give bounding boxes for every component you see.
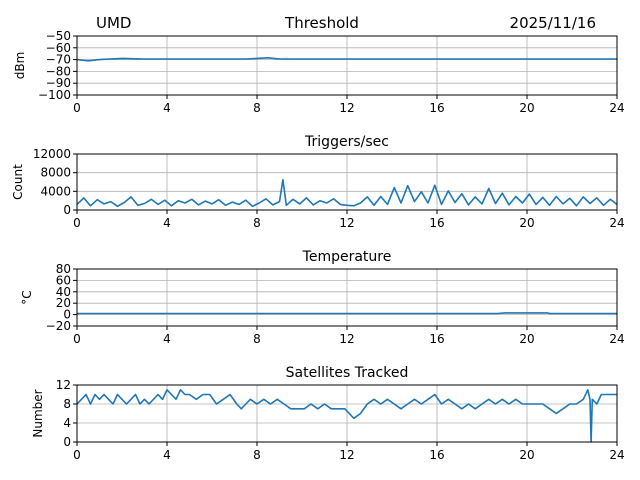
temperature-xtick-label-4: 16	[429, 332, 444, 346]
header-metric: Threshold	[284, 14, 359, 32]
satellites-xtick-label-3: 12	[339, 448, 354, 462]
satellites-ytick-label-3: 12	[56, 378, 71, 392]
satellites-xtick-label-2: 8	[253, 448, 261, 462]
triggers-xtick-label-0: 0	[73, 216, 81, 230]
triggers-ytick-label-2: 8000	[40, 166, 71, 180]
triggers-panel: 0 4 8 12 16 20 24 0 4000 8000 12000 Triggers/sec Cou…	[11, 134, 625, 230]
temperature-series-line-0	[77, 312, 617, 315]
threshold-xtick-label-4: 16	[429, 101, 444, 115]
triggers-xtick-label-5: 20	[519, 216, 534, 230]
triggers-ytick-label-0: 0	[63, 203, 71, 217]
threshold-ytick-label-2: −80	[46, 64, 71, 78]
satellites-xtick-label-1: 4	[163, 448, 171, 462]
temperature-ytick-label-0: −20	[46, 319, 71, 333]
threshold-ytick-label-1: −90	[46, 76, 71, 90]
temperature-xtick-label-6: 24	[609, 332, 624, 346]
temperature-xtick-label-2: 8	[253, 332, 261, 346]
triggers-xtick-label-6: 24	[609, 216, 624, 230]
triggers-ylabel: Count	[11, 164, 25, 200]
threshold-panel: 0 4 8 12 16 20 24 −100−90−80−70−60−50 dBm	[13, 29, 625, 115]
satellites-xtick-label-0: 0	[73, 448, 81, 462]
header-station: UMD	[96, 14, 131, 32]
threshold-ytick-label-3: −70	[46, 53, 71, 67]
threshold-xtick-label-2: 8	[253, 101, 261, 115]
threshold-xtick-label-6: 24	[609, 101, 624, 115]
triggers-ytick-label-3: 12000	[33, 147, 71, 161]
satellites-ytick-label-0: 0	[63, 435, 71, 449]
triggers-ytick-label-1: 4000	[40, 184, 71, 198]
threshold-ytick-label-4: −60	[46, 41, 71, 55]
temperature-ylabel: °C	[20, 290, 34, 304]
threshold-xtick-label-3: 12	[339, 101, 354, 115]
threshold-xtick-label-1: 4	[163, 101, 171, 115]
temperature-ytick-label-1: 0	[63, 308, 71, 322]
triggers-xtick-label-1: 4	[163, 216, 171, 230]
temperature-ytick-label-3: 40	[56, 285, 71, 299]
temperature-xtick-label-0: 0	[73, 332, 81, 346]
temperature-ytick-label-2: 20	[56, 296, 71, 310]
header-date: 2025/11/16	[510, 14, 596, 32]
satellites-series-line-0	[76, 388, 617, 443]
triggers-xtick-label-4: 16	[429, 216, 444, 230]
triggers-xtick-label-3: 12	[339, 216, 354, 230]
triggers-xtick-label-2: 8	[253, 216, 261, 230]
threshold-ytick-label-0: −100	[38, 88, 71, 102]
threshold-series-line-0	[76, 56, 617, 62]
threshold-xtick-label-0: 0	[73, 101, 81, 115]
temperature-xtick-label-3: 12	[339, 332, 354, 346]
temperature-ytick-label-4: 60	[56, 273, 71, 287]
satellites-xtick-label-4: 16	[429, 448, 444, 462]
temperature-ytick-label-5: 80	[56, 262, 71, 276]
temperature-title: Temperature	[302, 249, 392, 265]
threshold-xtick-label-5: 20	[519, 101, 534, 115]
threshold-ytick-label-5: −50	[46, 29, 71, 43]
satellites-ylabel: Number	[31, 389, 45, 437]
temperature-xtick-label-5: 20	[519, 332, 534, 346]
satellites-ytick-label-2: 8	[63, 397, 71, 411]
triggers-series-line-0	[76, 178, 618, 208]
triggers-title: Triggers/sec	[304, 134, 389, 150]
satellites-ytick-label-1: 4	[63, 416, 71, 430]
satellites-panel: 0 4 8 12 16 20 24 0 4 8 12 Satellites Tracked Number	[31, 365, 625, 462]
threshold-ylabel: dBm	[13, 52, 27, 80]
temperature-xtick-label-1: 4	[163, 332, 171, 346]
satellites-xtick-label-6: 24	[609, 448, 624, 462]
satellites-xtick-label-5: 20	[519, 448, 534, 462]
satellites-title: Satellites Tracked	[286, 365, 409, 381]
